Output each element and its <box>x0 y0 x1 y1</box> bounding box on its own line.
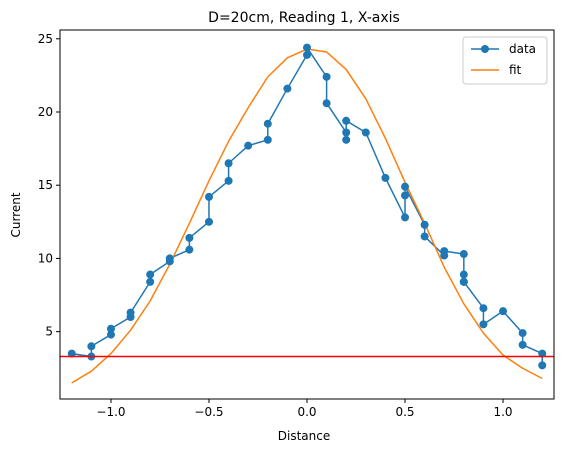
chart-title: D=20cm, Reading 1, X-axis <box>208 10 400 26</box>
data-point <box>126 308 135 317</box>
y-tick-label: 5 <box>45 325 53 339</box>
data-point <box>342 116 351 125</box>
data-point <box>263 135 272 144</box>
plot-area <box>59 29 555 400</box>
data-point <box>204 217 213 226</box>
y-tick-label: 25 <box>38 32 53 46</box>
data-point <box>342 135 351 144</box>
y-axis-ticks: 5 10 15 20 25 <box>38 32 60 339</box>
data-point <box>420 220 429 229</box>
y-tick-label: 20 <box>38 105 53 119</box>
x-tick-label: 0.5 <box>395 405 414 419</box>
data-point <box>146 270 155 279</box>
legend-label-fit: fit <box>509 63 522 77</box>
data-point <box>538 361 547 370</box>
x-axis-label: Distance <box>278 429 330 443</box>
data-point <box>106 330 115 339</box>
data-point <box>322 99 331 108</box>
data-point <box>303 50 311 59</box>
data-point <box>165 254 174 263</box>
data-point <box>459 250 468 259</box>
data-point <box>263 119 272 128</box>
data-point <box>479 304 488 313</box>
x-tick-label: 0.0 <box>297 405 316 419</box>
data-point <box>204 192 213 201</box>
data-point <box>322 72 331 81</box>
data-point <box>518 329 527 338</box>
data-point <box>244 141 253 150</box>
data-point <box>87 342 96 351</box>
data-point <box>283 84 292 93</box>
data-point <box>538 349 547 358</box>
data-point <box>361 128 370 137</box>
data-point <box>420 232 429 241</box>
data-point <box>479 320 488 329</box>
data-point <box>401 182 410 191</box>
x-tick-label: 1.0 <box>493 405 512 419</box>
x-tick-label: −1.0 <box>96 405 125 419</box>
data-point <box>106 324 115 333</box>
data-point <box>381 173 390 182</box>
data-point <box>185 233 194 242</box>
legend-label-data: data <box>509 42 536 56</box>
data-point <box>224 176 233 185</box>
data-point <box>401 213 410 222</box>
data-point <box>518 340 527 349</box>
data-point <box>499 307 508 316</box>
y-tick-label: 15 <box>38 178 53 192</box>
data-point <box>342 128 351 137</box>
data-point <box>185 245 194 254</box>
legend: data fit <box>462 36 548 85</box>
data-point <box>67 349 76 358</box>
data-point <box>146 277 155 286</box>
x-tick-label: −0.5 <box>194 405 223 419</box>
data-point <box>459 270 468 279</box>
y-axis-label: Current <box>9 192 23 237</box>
x-axis-ticks: −1.0 −0.5 0.0 0.5 1.0 <box>96 399 513 419</box>
data-point <box>401 191 410 200</box>
data-point <box>303 43 311 52</box>
legend-marker-data <box>481 45 489 53</box>
data-point <box>224 159 233 168</box>
data-point <box>440 247 449 256</box>
data-point <box>459 277 468 286</box>
y-tick-label: 10 <box>38 251 53 265</box>
